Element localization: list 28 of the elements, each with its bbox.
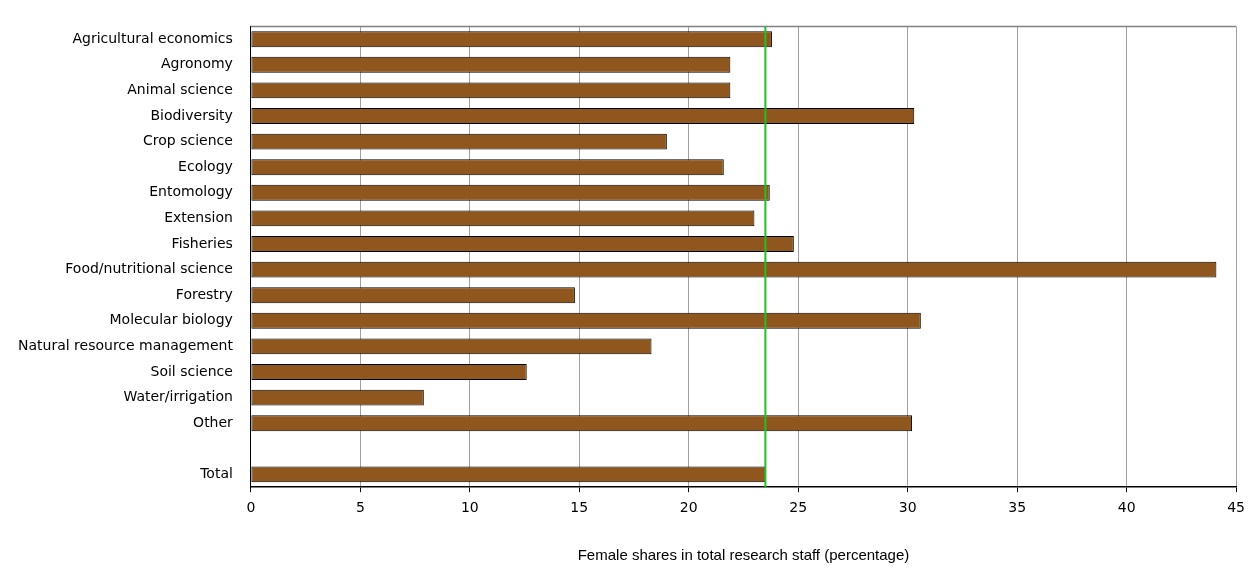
x-axis-title: Female shares in total research staff (percentage) [577,546,910,564]
x-tick-label: 35 [1008,499,1027,516]
y-tick-label: Other [193,413,234,430]
y-tick-label: Forestry [175,285,233,302]
y-tick-label: Total [199,465,233,482]
x-tick-label: 40 [1117,499,1136,516]
y-tick-label: Agricultural economics [72,29,233,46]
y-tick-label: Ecology [178,157,233,174]
y-tick-label: Biodiversity [150,106,233,123]
y-tick-label: Fisheries [171,234,233,251]
x-tick-label: 10 [460,499,479,516]
y-tick-label: Extension [164,209,233,226]
x-tick-label: 45 [1227,499,1246,516]
y-tick-label: Water/irrigation [123,388,233,405]
y-tick-label: Agronomy [161,55,233,72]
x-tick-label: 15 [570,499,589,516]
x-tick-label: 30 [898,499,917,516]
y-tick-label: Entomology [149,183,233,200]
y-tick-label: Animal science [127,81,233,98]
x-tick-label: 5 [355,499,365,516]
y-tick-label: Crop science [143,132,233,149]
y-tick-label: Food/nutritional science [65,260,233,277]
y-tick-label: Soil science [150,362,233,379]
x-tick-label: 25 [789,499,808,516]
x-tick-label: 0 [246,499,256,516]
x-tick-label: 20 [679,499,698,516]
y-tick-label: Molecular biology [109,311,233,328]
y-tick-label: Natural resource management [18,337,234,354]
